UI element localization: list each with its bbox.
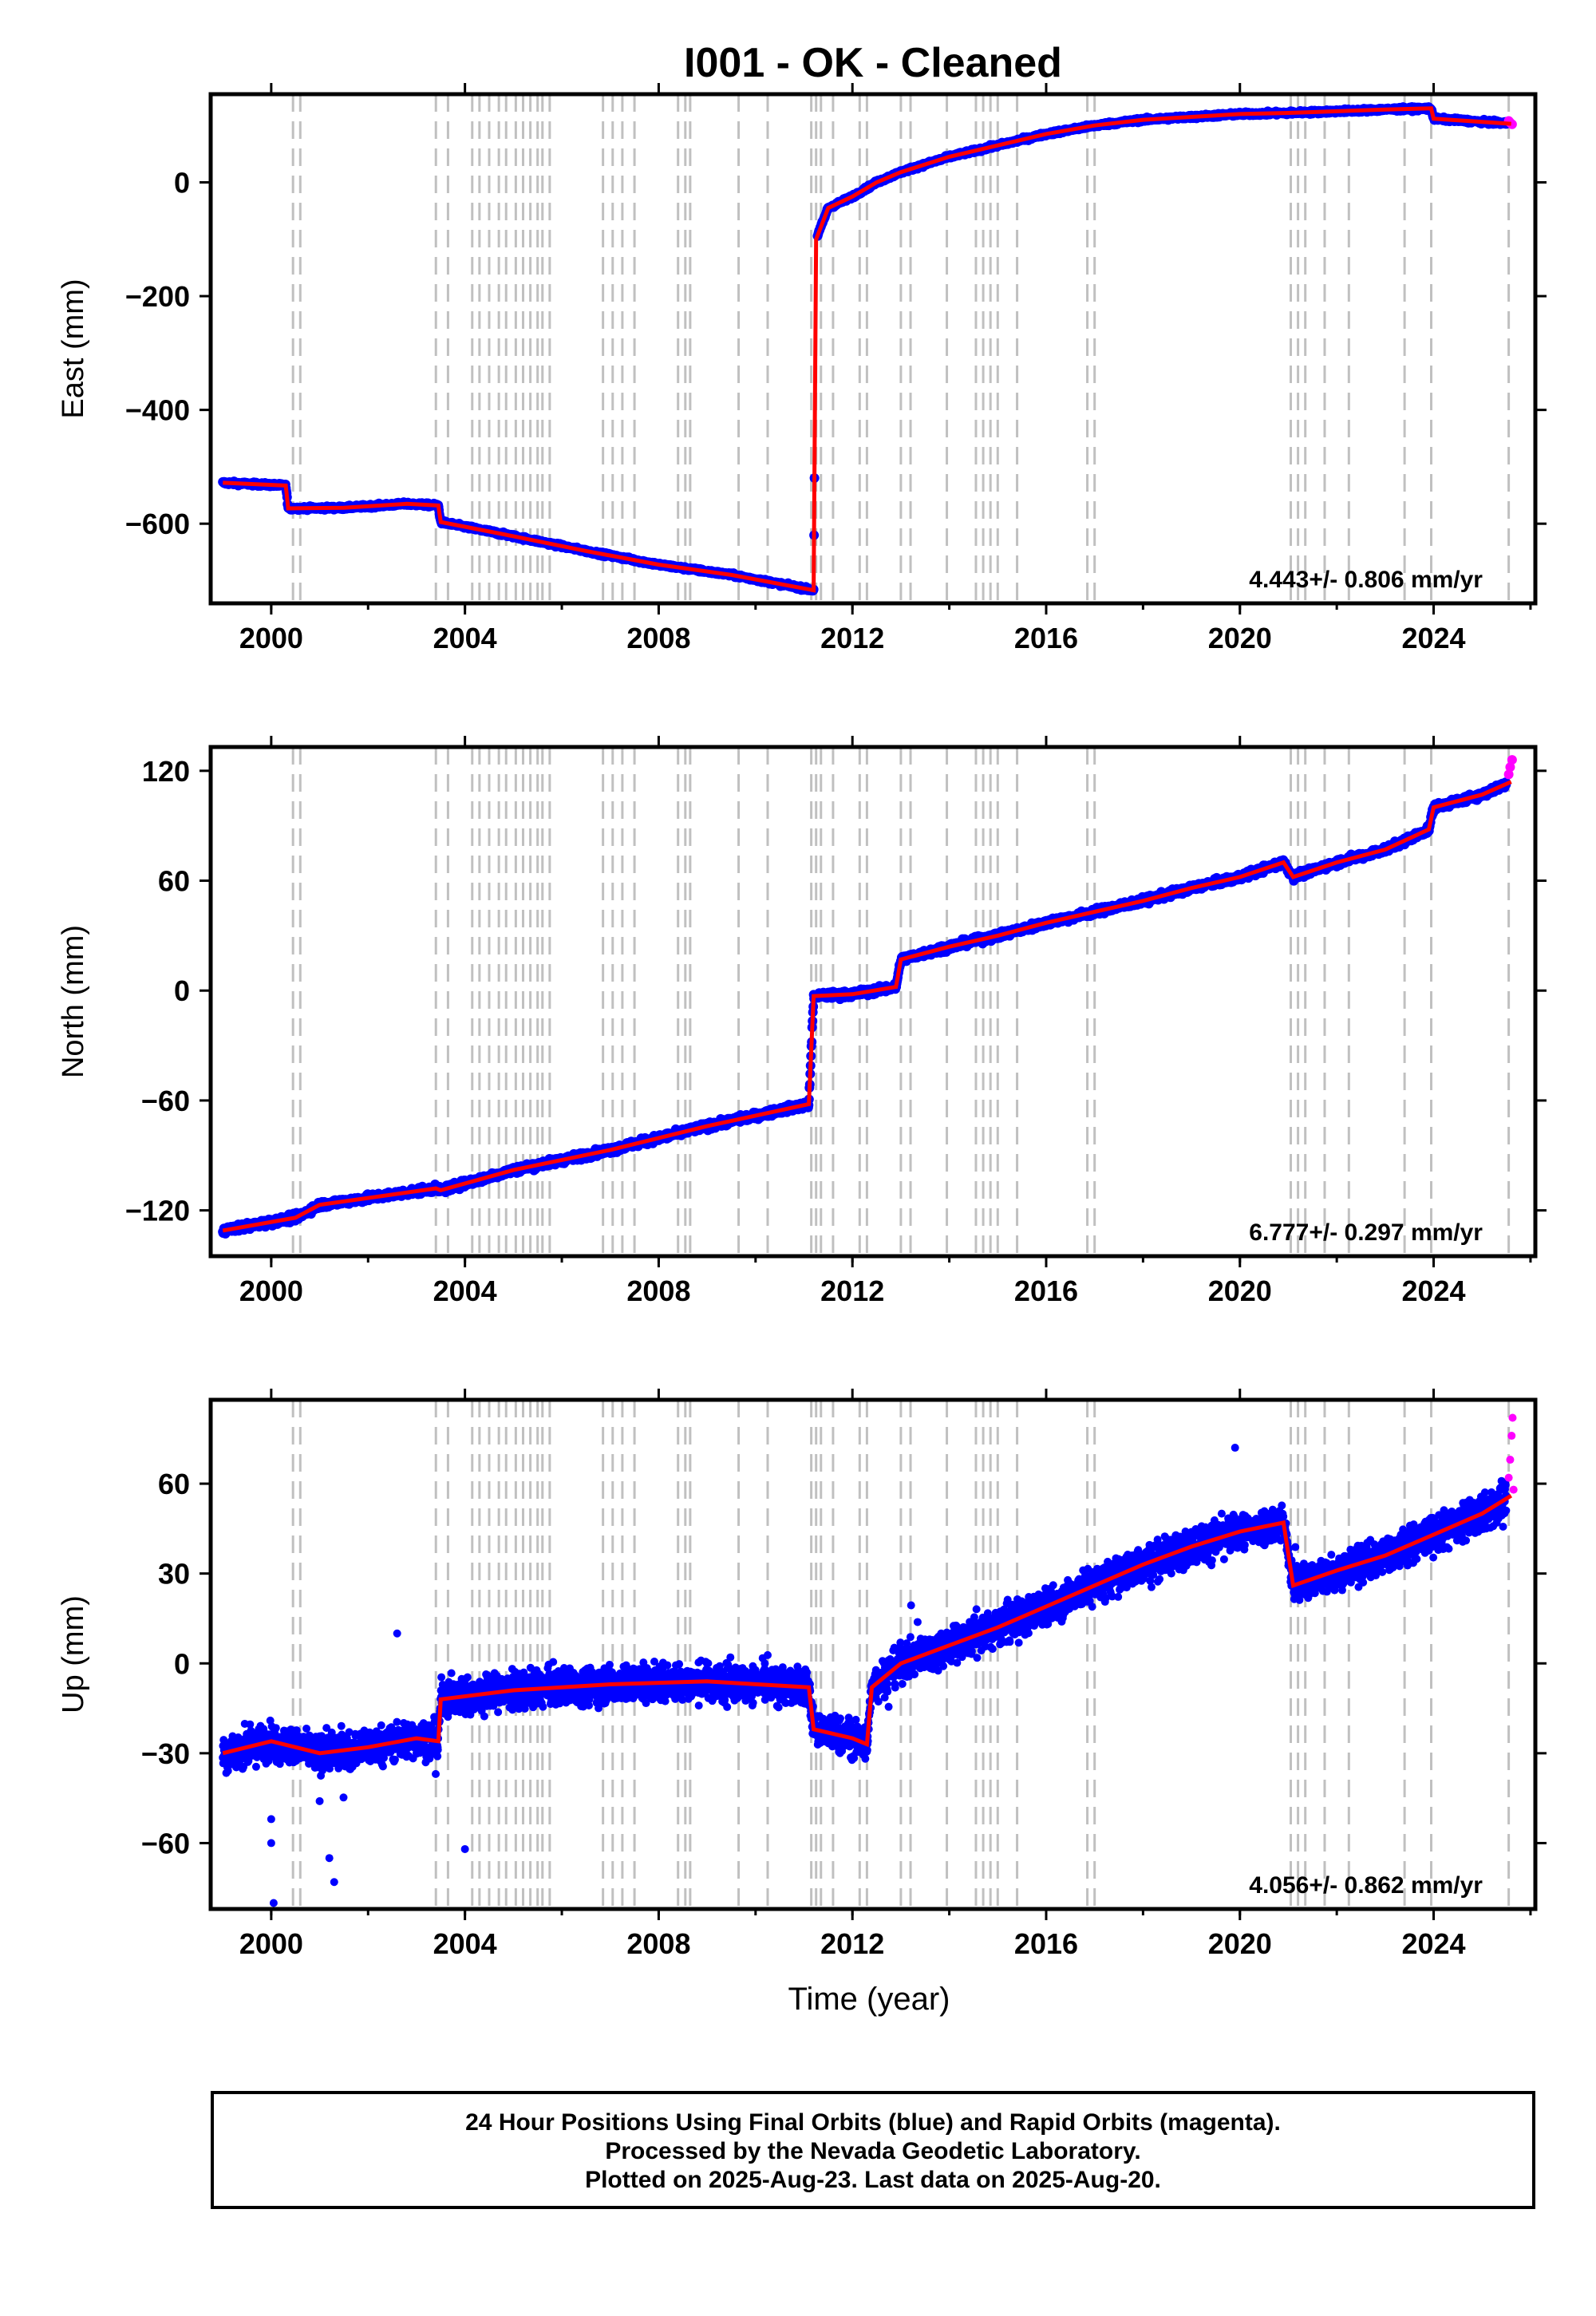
x-tick-label: 2024: [1401, 622, 1465, 654]
x-tick-label: 2004: [433, 622, 497, 654]
chart-title: I001 - OK - Cleaned: [684, 40, 1062, 86]
y-tick-label: −400: [125, 394, 190, 427]
final-orbit-points: [218, 102, 1511, 596]
y-tick-label: 0: [174, 166, 190, 199]
panel-north: 2000 2004 2008 2012 2016 2020 2024−120−6006012…: [57, 736, 1547, 1307]
y-tick-label: −600: [125, 508, 190, 540]
plot-frame: [208, 92, 1538, 606]
y-axis-label: East (mm): [57, 279, 90, 418]
x-tick-label: 2020: [1208, 622, 1272, 654]
event-lines: [291, 747, 1511, 1256]
model-line: [223, 106, 1511, 593]
final-orbit-points: [218, 777, 1511, 1239]
x-tick-label: 2016: [1014, 622, 1078, 654]
panels: 2000 2004 2008 2012 2016 2020 2024 −600 −400 −200…: [57, 83, 1547, 2017]
x-tick-label: 2008: [626, 622, 690, 654]
event-lines: [291, 94, 1511, 603]
y-tick-label: −200: [125, 280, 190, 313]
rate-label: 4.443+/- 0.806 mm/yr: [1249, 567, 1483, 593]
panel-east: 2000 2004 2008 2012 2016 2020 2024 −600 −400 −200…: [57, 83, 1547, 654]
x-tick-label: 2000: [239, 622, 303, 654]
x-tick-label: 2012: [820, 622, 884, 654]
